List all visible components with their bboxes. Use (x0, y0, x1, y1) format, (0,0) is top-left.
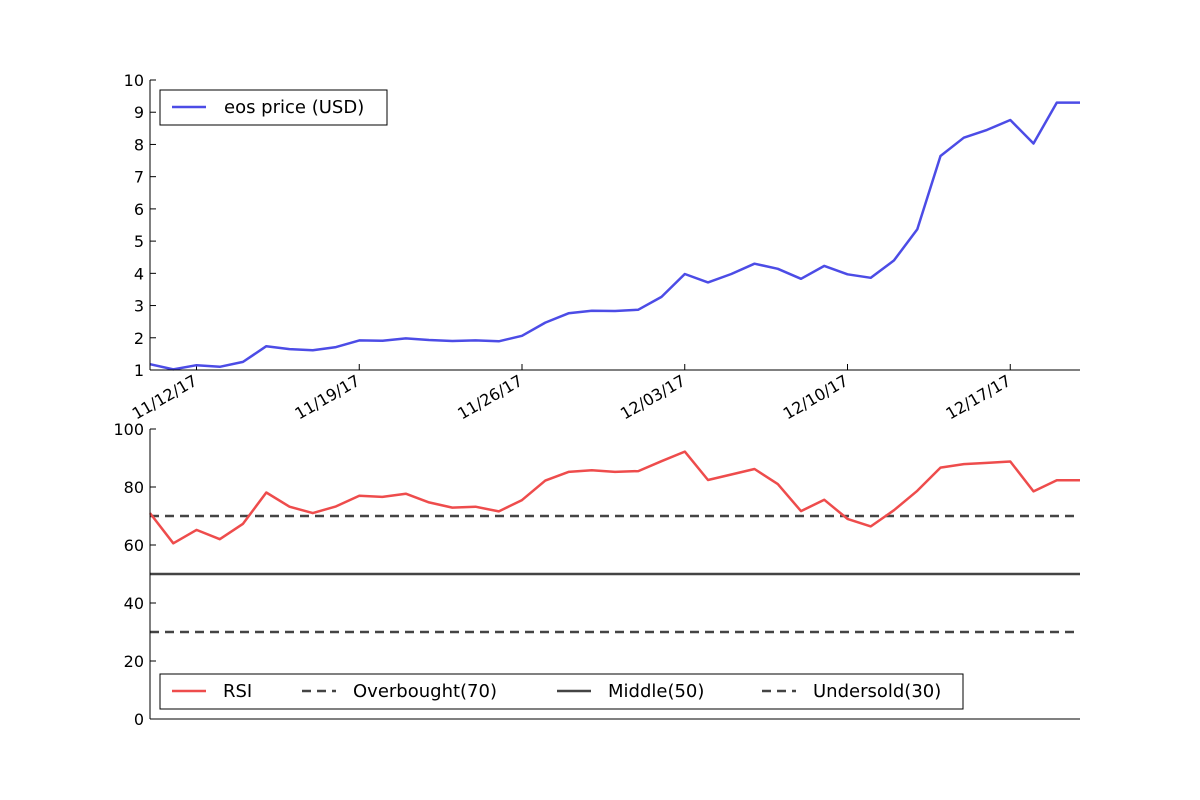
rsi-legend-label-rsi: RSI (223, 681, 252, 702)
price-y-axis: 1 2 3 4 5 6 7 8 9 10 (124, 71, 156, 380)
rsi-y-tick-label: 20 (124, 652, 144, 671)
rsi-y-tick-label: 100 (113, 420, 144, 439)
price-y-tick-label: 1 (134, 361, 144, 380)
price-legend-label: eos price (USD) (224, 97, 364, 118)
price-legend: eos price (USD) (159, 89, 388, 126)
rsi-legend-label-overbought-70: Overbought(70) (353, 681, 497, 702)
rsi-chart: 0 20 40 60 80 100 RSI Overbought(70) Middle(50)… (113, 420, 1080, 729)
rsi-legend-label-middle-50: Middle(50) (608, 681, 704, 702)
price-y-tick-label: 7 (134, 168, 144, 187)
price-y-tick-label: 9 (134, 103, 144, 122)
price-y-tick-label: 3 (134, 297, 144, 316)
rsi-y-tick-label: 60 (124, 536, 144, 555)
x-tick-label: 12/03/17 (617, 371, 689, 423)
price-y-tick-label: 2 (134, 329, 144, 348)
price-axes-frame (149, 80, 1080, 371)
rsi-legend-label-undersold-30: Undersold(30) (813, 681, 941, 702)
price-y-tick-label: 8 (134, 135, 144, 154)
rsi-y-tick-label: 40 (124, 594, 144, 613)
x-tick-label: 12/17/17 (943, 371, 1015, 423)
price-x-axis: 11/12/17 11/19/17 11/26/17 12/03/17 12/10/17… (129, 364, 1014, 423)
x-tick-label: 11/26/17 (454, 371, 526, 423)
price-y-tick-label: 6 (134, 200, 144, 219)
rsi-axes-frame (149, 429, 1080, 720)
x-tick-label: 11/19/17 (292, 371, 364, 423)
rsi-legend: RSI Overbought(70) Middle(50) Undersold(30) (159, 673, 964, 710)
price-y-tick-label: 5 (134, 232, 144, 251)
rsi-y-tick-label: 0 (134, 710, 144, 729)
price-y-tick-label: 4 (134, 264, 144, 283)
rsi-series-line (149, 450, 1080, 545)
rsi-reference-lines (150, 514, 1080, 634)
rsi-y-axis: 0 20 40 60 80 100 (113, 420, 156, 729)
price-series-line (149, 101, 1080, 371)
x-tick-label: 12/10/17 (780, 371, 852, 423)
rsi-y-tick-label: 80 (124, 478, 144, 497)
price-y-tick-label: 10 (124, 71, 144, 90)
